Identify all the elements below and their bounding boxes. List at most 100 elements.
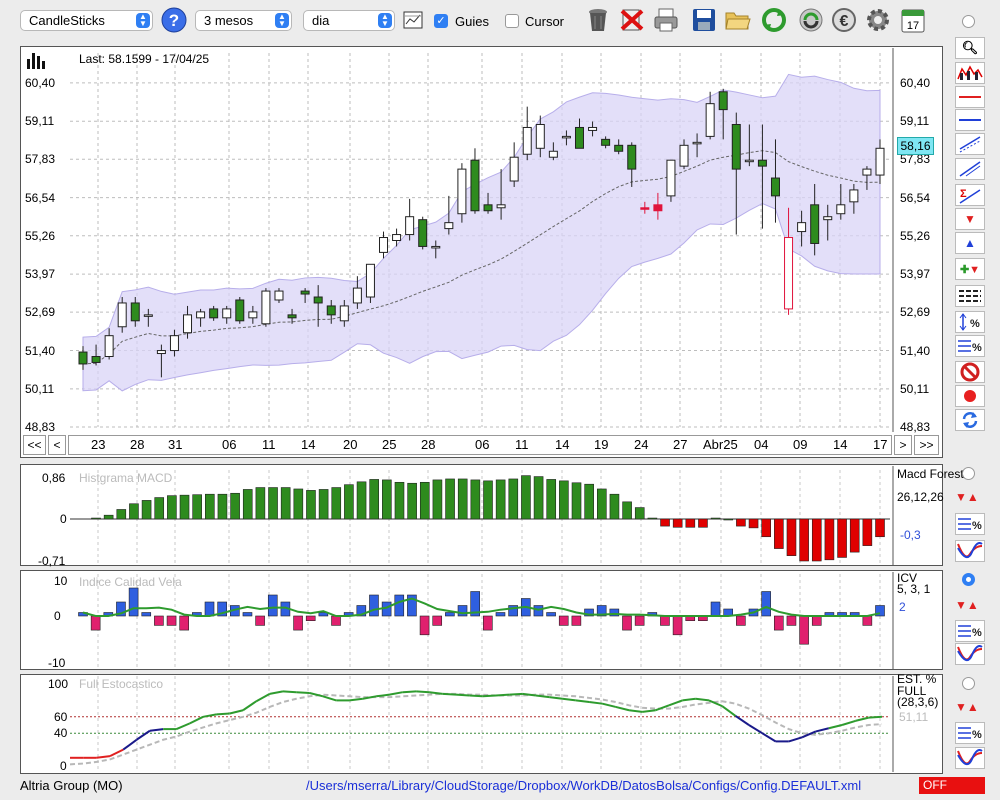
chart-style-button[interactable] [955,62,985,84]
macd-percent-button[interactable]: % [955,513,985,535]
percent-lines-button[interactable]: % [955,335,985,357]
nav-first-button[interactable]: << [23,435,46,455]
x-axis-strip[interactable] [68,435,892,455]
nav-prev-button[interactable]: < [48,435,66,455]
red-hline-button[interactable] [955,86,985,108]
config-path-link[interactable]: /Users/mserra/Library/CloudStorage/Dropb… [306,778,862,793]
stoch-main-segment [149,728,164,732]
candle-body [235,299,245,322]
stoch-signal-line [69,692,883,766]
help-icon[interactable]: ? [160,6,188,34]
period-select[interactable]: 3 mesos ▲ ▼ [195,10,292,31]
sell-marker-button[interactable]: ▼ [955,208,985,230]
macd-bar [710,517,721,520]
stoch-main-segment [349,697,363,702]
macd-curve-button[interactable] [955,540,985,562]
plus-arrows-icon: ✚▼ [959,263,981,276]
icv-bar [533,605,544,617]
interval-select[interactable]: dia ▲ ▼ [303,10,395,31]
stoch-main-segment [429,691,443,695]
stoch-markers-button[interactable]: ▼▲ [955,700,985,716]
stoch-percent-button[interactable]: % [955,722,985,744]
calendar-icon[interactable]: 17 [899,6,927,34]
y-tick-right: 48,83 [900,420,931,434]
chart-settings-icon[interactable] [402,9,424,31]
candle-body [810,204,820,244]
stoch-main-segment [642,709,656,713]
macd-bar [293,488,304,520]
lines-button[interactable] [955,285,985,307]
calendar-day: 17 [907,20,919,32]
macd-bar [774,518,784,549]
chevron-updown-icon: ▲ ▼ [136,13,150,28]
open-folder-icon[interactable] [724,6,752,34]
guides-checkbox[interactable]: ✓ [434,14,448,28]
macd-bar [369,479,379,520]
swap-button[interactable] [955,409,985,431]
icv-bar [255,615,265,626]
stoch-main-segment [189,715,204,725]
stoch-curve-button[interactable] [955,747,985,769]
buy-marker-button[interactable]: ▲ [955,232,985,254]
channel-button[interactable] [955,133,985,155]
macd-bar [546,479,557,520]
icv-bar [483,615,493,631]
macd-bar [660,518,670,527]
volume-bars-icon[interactable] [26,51,48,72]
icv-bar [546,612,556,617]
macd-bar [723,518,734,521]
nav-last-button[interactable]: >> [914,435,939,455]
icv-bar [369,594,379,617]
stoch-main-segment [668,699,683,707]
icv-params: 5, 3, 1 [897,582,931,596]
save-icon[interactable] [690,6,718,34]
candle-body [274,290,284,301]
macd-name: Macd Forest [897,467,964,481]
percent-range-button[interactable]: % [955,311,985,333]
macd-bar [584,483,594,520]
y-tick-label: 0 [54,609,61,623]
print-icon[interactable] [652,6,680,34]
stoch-panel-radio[interactable] [962,677,975,690]
y-tick-right: 60,40 [900,75,931,90]
main-panel-radio[interactable] [962,15,975,28]
gear-icon[interactable] [864,6,892,34]
trash-icon[interactable] [584,6,612,34]
candle-body [718,91,728,111]
icv-percent-button[interactable]: % [955,620,985,642]
chart-type-select[interactable]: CandleSticks ▲ ▼ [20,10,153,31]
macd-bar [432,479,443,520]
cursor-checkbox[interactable] [505,14,519,28]
zoom-button[interactable]: 🔍︎ [955,37,985,59]
sum-line-button[interactable]: Σ [955,184,985,206]
macd-bar [419,481,430,520]
y-tick-right: 50,11 [900,381,930,396]
icv-bar [432,615,443,626]
delete-icon[interactable] [618,6,646,34]
macd-markers-button[interactable]: ▼▲ [955,490,985,506]
refresh-icon[interactable] [760,6,788,34]
candle-body [614,144,624,152]
currency-icon[interactable]: € [830,6,858,34]
icv-panel-radio[interactable] [962,573,975,586]
icv-bar [596,605,607,617]
trendline-button[interactable] [955,158,985,180]
blue-hline-button[interactable] [955,109,985,131]
icv-bar [786,615,797,626]
sync-icon[interactable] [797,6,825,34]
icv-curve-button[interactable] [955,643,985,665]
stoch-params: (28,3,6) [897,695,939,709]
icv-bar [166,615,177,626]
macd-bar [356,481,367,520]
icv-markers-button[interactable]: ▼▲ [955,598,985,614]
icv-bar [609,608,620,617]
status-toggle[interactable]: OFF [919,777,985,794]
macd-panel-radio[interactable] [962,467,975,480]
nav-next-button[interactable]: > [894,435,912,455]
no-entry-button[interactable] [955,361,985,383]
macd-bar [268,487,278,520]
add-markers-button[interactable]: ✚▼ [955,258,985,280]
record-button[interactable] [955,385,985,407]
y-tick-left: 60,40 [25,75,56,90]
